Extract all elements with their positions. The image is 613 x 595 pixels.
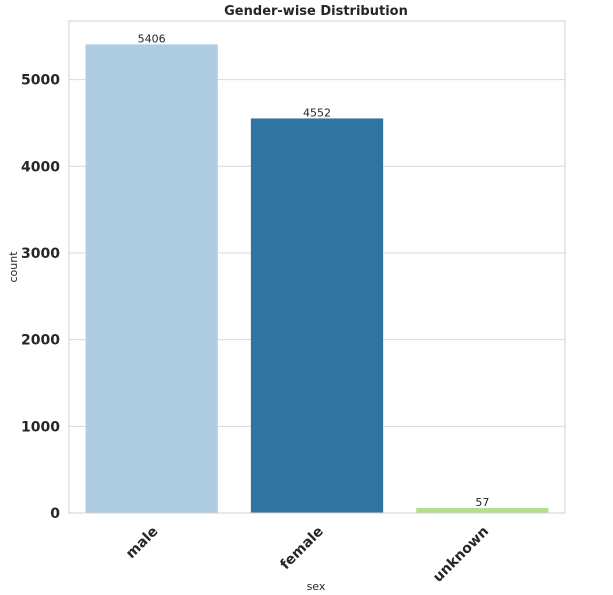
y-tick-label: 2000 (21, 333, 60, 349)
bar-unknown (416, 508, 549, 513)
plot-frame (68, 20, 566, 514)
chart-title: Gender-wise Distribution (224, 4, 408, 19)
bar-male (85, 44, 218, 513)
x-tick-label-male: male (123, 524, 161, 562)
x-axis-label: sex (307, 580, 326, 593)
data-label-female: 4552 (303, 106, 331, 119)
x-tick-label-unknown: unknown (430, 524, 492, 586)
bar-female (250, 118, 384, 514)
y-axis-ticks: 0 1000 2000 3000 4000 5000 (21, 73, 60, 522)
x-tick-label-female: female (277, 524, 326, 573)
bars (85, 44, 549, 514)
y-axis-label: count (7, 251, 20, 283)
y-tick-label: 1000 (21, 419, 60, 435)
x-axis-ticks: male female unknown (123, 524, 492, 586)
data-labels: 5406 4552 57 (138, 32, 490, 509)
y-tick-label: 5000 (21, 73, 60, 89)
data-label-unknown: 57 (475, 496, 489, 509)
y-tick-label: 0 (50, 506, 60, 522)
y-tick-label: 3000 (21, 246, 60, 262)
data-label-male: 5406 (138, 32, 166, 45)
y-tick-label: 4000 (21, 159, 60, 175)
